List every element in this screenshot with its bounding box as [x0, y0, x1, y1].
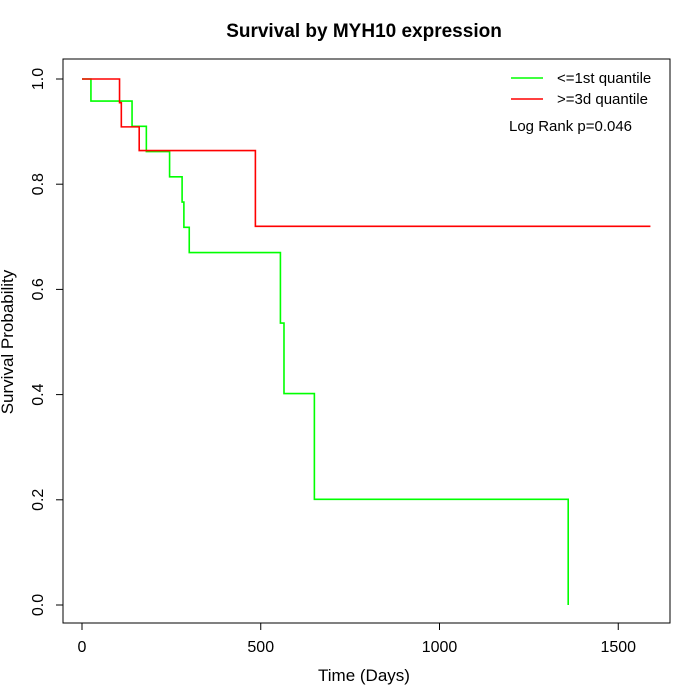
y-tick-label: 0.8	[30, 173, 47, 195]
x-tick-label: 0	[78, 639, 87, 656]
x-axis: 0 500 1000 1500	[78, 622, 636, 656]
survival-curves	[82, 78, 651, 605]
y-tick-label: 0.2	[30, 489, 47, 511]
legend-label: >=3d quantile	[557, 91, 648, 108]
plot-frame	[62, 58, 671, 624]
x-tick-label: 1500	[600, 639, 636, 656]
x-tick-label: 1000	[422, 639, 458, 656]
y-tick-label: 0.4	[30, 383, 47, 405]
y-axis-label: Survival Probability	[0, 269, 17, 414]
y-tick-label: 0.6	[30, 278, 47, 300]
survival-curve-1	[82, 78, 569, 605]
chart-title: Survival by MYH10 expression	[226, 21, 502, 42]
y-tick-label: 1.0	[30, 68, 47, 90]
legend-label: <=1st quantile	[557, 70, 651, 87]
y-axis: 0.0 0.2 0.4 0.6 0.8 1.0	[30, 68, 64, 616]
survival-curve-2	[82, 78, 651, 228]
y-tick-label: 0.0	[30, 594, 47, 616]
log-rank-annotation: Log Rank p=0.046	[509, 118, 632, 135]
x-axis-label: Time (Days)	[318, 666, 410, 685]
legend: <=1st quantile >=3d quantile	[511, 70, 651, 108]
x-tick-label: 500	[247, 639, 274, 656]
